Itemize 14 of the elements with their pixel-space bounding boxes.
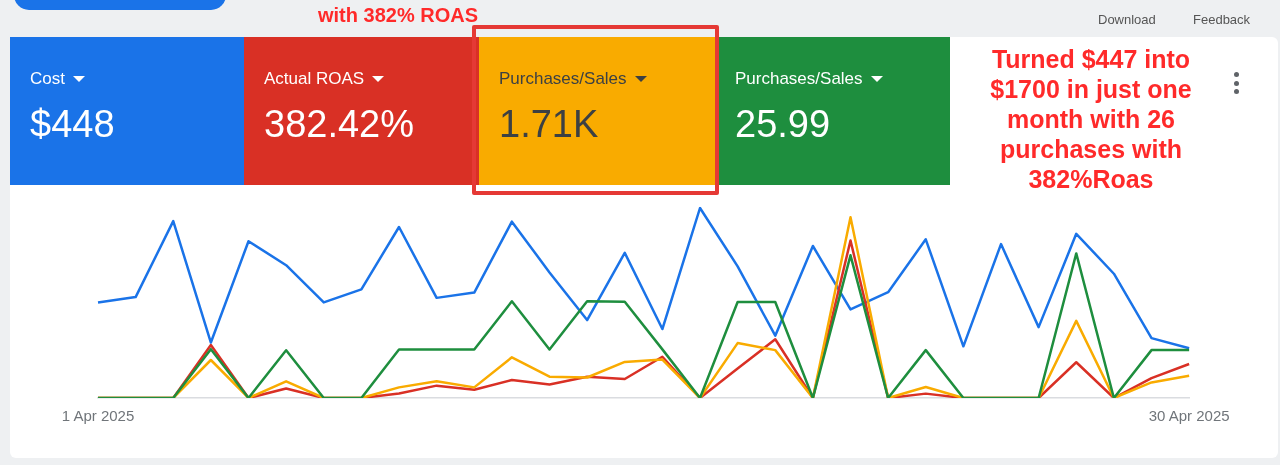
- text: 1.71K: [499, 103, 600, 146]
- text: with 382% ROAS: [318, 4, 479, 27]
- text: Purchases/Sales: [499, 69, 627, 89]
- text: Cost: [30, 69, 65, 89]
- text: 25.99: [735, 103, 832, 146]
- text: Turned $447 into $1700 in just one month with 26 purchases with 382%Roas: [989, 44, 1193, 194]
- x-tick-label: 1 Apr 2025: [61, 407, 135, 425]
- text: 382.42%: [264, 103, 415, 146]
- text: Purchases/Sales: [735, 69, 863, 89]
- text: Download: [1098, 12, 1156, 27]
- text: Feedback: [1193, 12, 1251, 27]
- text: Actual ROAS: [264, 69, 365, 89]
- text: $448: [30, 103, 116, 146]
- x-tick-label: 30 Apr 2025: [1148, 407, 1230, 425]
